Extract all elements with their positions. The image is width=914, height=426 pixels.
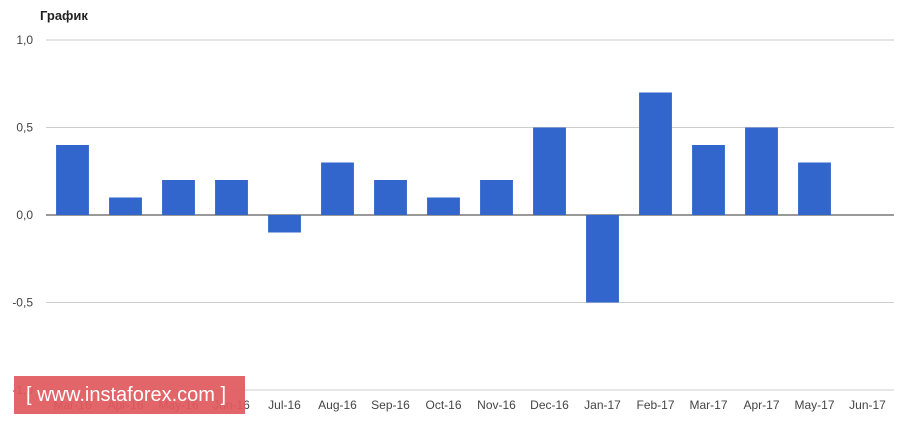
watermark-logo: [ www.instaforex.com ] (14, 376, 245, 414)
x-tick-label: Jan-17 (584, 398, 621, 412)
bar-dec-16 (533, 127, 566, 215)
y-tick-label: 0,5 (16, 121, 33, 135)
x-tick-label: Feb-17 (636, 398, 674, 412)
y-tick-label: 0,0 (16, 208, 33, 222)
bar-oct-16 (427, 197, 460, 215)
bars (56, 92, 831, 303)
bar-mar-16 (56, 145, 89, 215)
x-tick-label: Mar-17 (689, 398, 727, 412)
chart-title: График (40, 8, 88, 23)
x-tick-label: Apr-17 (743, 398, 779, 412)
bar-feb-17 (639, 92, 672, 215)
x-tick-label: Jun-17 (849, 398, 886, 412)
bar-may-16 (162, 180, 195, 215)
bar-mar-17 (692, 145, 725, 215)
x-tick-label: Jul-16 (268, 398, 301, 412)
x-tick-label: Sep-16 (371, 398, 410, 412)
bar-jun-16 (215, 180, 248, 215)
bar-jan-17 (586, 215, 619, 303)
bar-apr-16 (109, 197, 142, 215)
bar-nov-16 (480, 180, 513, 215)
x-tick-label: May-17 (794, 398, 834, 412)
x-tick-label: Aug-16 (318, 398, 357, 412)
bar-jul-16 (268, 215, 301, 233)
bar-apr-17 (745, 127, 778, 215)
x-tick-label: Dec-16 (530, 398, 569, 412)
x-tick-label: Nov-16 (477, 398, 516, 412)
x-tick-label: Oct-16 (425, 398, 461, 412)
y-tick-label: -0,5 (12, 296, 33, 310)
bar-sep-16 (374, 180, 407, 215)
bar-may-17 (798, 162, 831, 215)
y-axis-ticks: 1,00,50,0-0,5-1,0 (12, 33, 33, 397)
bar-aug-16 (321, 162, 354, 215)
y-tick-label: 1,0 (16, 33, 33, 47)
